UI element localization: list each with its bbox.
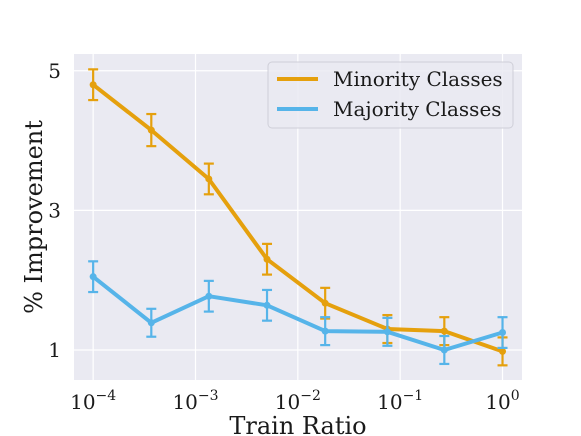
series-layer	[88, 68, 508, 367]
legend: Minority Classes Majority Classes	[267, 61, 514, 129]
data-point-0-4	[321, 299, 329, 307]
x-tick-base-4: 10	[485, 390, 510, 414]
data-point-1-4	[321, 327, 329, 335]
x-tick-exponent-1: −3	[198, 388, 219, 404]
series-line-0	[91, 82, 505, 354]
data-point-0-7	[499, 347, 507, 355]
y-tick-label-1: 3	[48, 198, 61, 222]
x-tick-base-1: 10	[172, 390, 197, 414]
data-point-1-1	[147, 319, 155, 327]
x-tick-base-0: 10	[70, 390, 95, 414]
x-tick-exponent-2: −2	[300, 388, 321, 404]
data-point-1-3	[263, 301, 271, 309]
legend-box	[267, 61, 514, 129]
x-axis-label: Train Ratio	[229, 412, 366, 436]
data-point-0-2	[205, 175, 213, 183]
data-point-0-3	[263, 255, 271, 263]
series-line-1	[91, 274, 505, 352]
x-tick-exponent-3: −1	[403, 388, 424, 404]
data-point-1-5	[383, 328, 391, 336]
data-point-0-0	[89, 81, 97, 89]
x-tick-exponent-0: −4	[96, 388, 117, 404]
y-axis-label: % Improvement	[20, 120, 48, 314]
x-tick-label-1: 10−3	[172, 388, 218, 414]
data-point-1-2	[205, 292, 213, 300]
data-point-1-7	[499, 329, 507, 337]
x-tick-label-0: 10−4	[70, 388, 116, 414]
legend-label-1: Majority Classes	[333, 97, 502, 121]
x-tick-exponent-4: 0	[511, 388, 520, 404]
x-tick-base-2: 10	[275, 390, 300, 414]
x-tick-label-2: 10−2	[275, 388, 321, 414]
x-tick-base-3: 10	[377, 390, 402, 414]
x-tick-label-3: 10−1	[377, 388, 423, 414]
data-point-1-0	[89, 273, 97, 281]
data-point-0-1	[147, 126, 155, 134]
data-point-0-6	[440, 327, 448, 335]
y-tick-label-2: 5	[48, 59, 61, 83]
y-tick-label-0: 1	[48, 338, 61, 362]
legend-label-0: Minority Classes	[333, 67, 503, 91]
x-tick-label-4: 100	[485, 388, 519, 414]
series-majority	[88, 260, 508, 366]
data-point-1-6	[440, 346, 448, 354]
